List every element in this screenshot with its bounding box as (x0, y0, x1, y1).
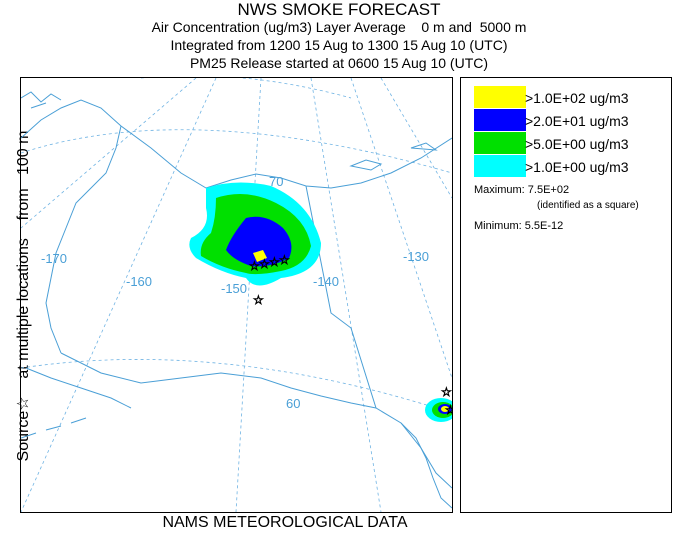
map-canvas: ☆ ☆ ☆ ☆ ☆ ☆ ☆ -170 -160 -150 -140 -130 7… (21, 78, 452, 512)
lon-line-130 (350, 78, 452, 379)
lat-line-70 (21, 129, 452, 174)
plume-blue (226, 216, 292, 267)
subtitle-concentration: Air Concentration (ug/m3) Layer Average … (151, 19, 527, 35)
subtitle-release: PM25 Release started at 0600 15 Aug 10 (… (189, 55, 489, 71)
lat-label-70: 70 (269, 174, 283, 189)
source-star-1: ☆ (249, 259, 260, 273)
plume-southeast (425, 398, 452, 422)
lon-label-140: -140 (313, 274, 339, 289)
lon-line-120 (380, 78, 452, 199)
lon-label-150: -150 (221, 281, 247, 296)
legend-label-2: >2.0E+01 ug/m3 (525, 113, 629, 129)
source-star-3: ☆ (269, 255, 280, 269)
source-markers: ☆ ☆ ☆ ☆ ☆ ☆ ☆ (249, 253, 452, 418)
plume-yellow (253, 250, 267, 262)
alaska-west-coast (45, 125, 122, 354)
map-title: NWS SMOKE FORECAST (237, 0, 441, 19)
lat-line-60 (21, 359, 452, 414)
alaska-north-coast (21, 99, 452, 189)
source-star-6: ☆ (441, 385, 452, 399)
lon-label-170: -170 (41, 251, 67, 266)
aleutian-chain (21, 417, 87, 439)
lon-line-150 (235, 78, 262, 512)
lon-line-170 (21, 78, 197, 229)
maximum-value: Maximum: 7.5E+02 (474, 184, 570, 196)
panhandle (400, 422, 452, 509)
lon-line-160 (21, 78, 217, 512)
lon-label-160: -160 (126, 274, 152, 289)
grid-labels: -170 -160 -150 -140 -130 70 60 (41, 174, 429, 411)
lon-label-130: -130 (403, 249, 429, 264)
legend-label-4: >1.0E+00 ug/m3 (525, 159, 629, 175)
plume-main (189, 182, 321, 286)
graticule (21, 78, 452, 512)
islands-north (349, 142, 438, 171)
source-star-5: ☆ (253, 293, 264, 307)
source-star-7: ☆ (445, 403, 452, 417)
coastline (21, 91, 452, 509)
bristol-bay (25, 367, 132, 409)
canada-border (305, 185, 377, 409)
maximum-note: (identified as a square) (537, 200, 639, 211)
legend-label-3: >5.0E+00 ug/m3 (525, 136, 629, 152)
map-panel: ☆ ☆ ☆ ☆ ☆ ☆ ☆ -170 -160 -150 -140 -130 7… (20, 77, 453, 513)
siberia-coast (21, 91, 62, 109)
source-star-2: ☆ (259, 257, 270, 271)
alaska-south-coast (60, 352, 452, 489)
legend-swatch-blue (474, 109, 526, 131)
lat-line-80 (141, 78, 352, 99)
lon-line-140 (310, 78, 382, 512)
plume-se-yellow (441, 406, 449, 412)
legend-swatch-yellow (474, 86, 526, 108)
legend-swatch-cyan (474, 155, 526, 177)
lat-label-60: 60 (286, 396, 300, 411)
source-star-4: ☆ (279, 253, 290, 267)
legend-panel: >1.0E+02 ug/m3 >2.0E+01 ug/m3 >5.0E+00 u… (460, 77, 672, 513)
legend-label-1: >1.0E+02 ug/m3 (525, 90, 629, 106)
meteorological-data-label: NAMS METEOROLOGICAL DATA (162, 514, 408, 531)
subtitle-integration: Integrated from 1200 15 Aug to 1300 15 A… (170, 37, 508, 53)
legend-swatch-green (474, 132, 526, 154)
minimum-value: Minimum: 5.5E-12 (474, 220, 564, 232)
